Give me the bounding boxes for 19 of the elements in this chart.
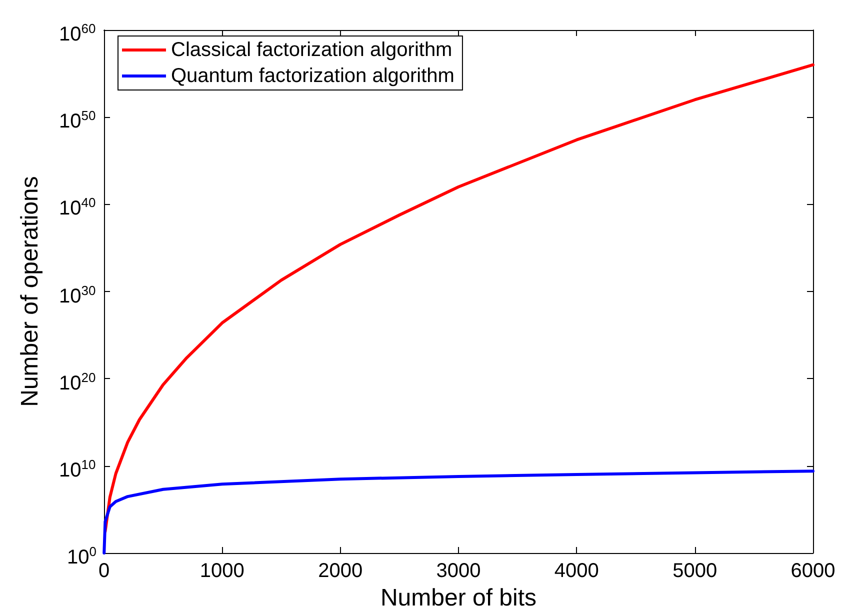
y-tick-label: 10$^{20}$ [59, 368, 96, 396]
y-tick-label: 10$^{0}$ [67, 543, 96, 570]
y-tick-label: 10$^{60}$ [59, 20, 96, 47]
legend-label: Quantum factorization algorithm [171, 65, 454, 87]
legend-label: Classical factorization algorithm [171, 39, 452, 61]
x-tick-label: 5000 [672, 560, 718, 582]
y-tick-label: 10$^{50}$ [59, 107, 96, 134]
y-tick-label: 10$^{10}$ [59, 456, 96, 482]
x-tick-label: 3000 [436, 560, 481, 582]
line-series [104, 63, 814, 533]
y-tick-label: 10$^{30}$ [59, 282, 96, 308]
x-tick-label: 0 [98, 560, 110, 582]
x-tick-label: 2000 [318, 560, 363, 582]
x-tick-label: 6000 [790, 560, 836, 582]
y-axis-title: Number of operations [16, 176, 44, 407]
x-axis-title: Number of bits [380, 584, 537, 612]
y-tick-label: 10$^{40}$ [59, 194, 96, 221]
x-tick-label: 4000 [554, 560, 599, 582]
x-tick-label: 1000 [200, 560, 244, 582]
